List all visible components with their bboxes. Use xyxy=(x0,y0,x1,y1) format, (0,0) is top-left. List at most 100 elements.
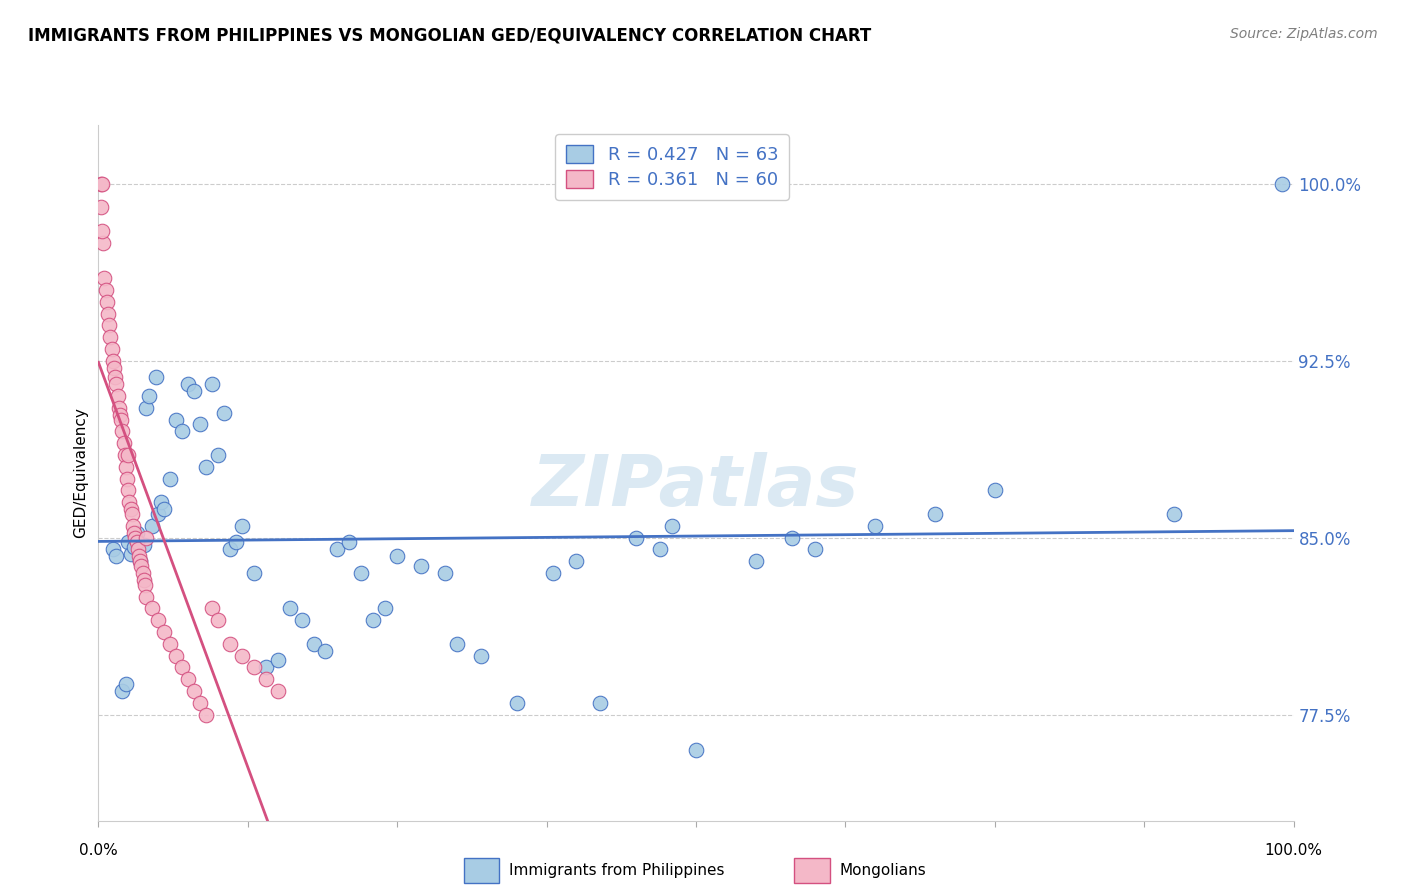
Point xyxy=(254,660,277,674)
Point xyxy=(96,294,118,309)
Point xyxy=(117,483,139,498)
Point xyxy=(141,518,163,533)
Point xyxy=(267,653,290,667)
Text: Immigrants from Philippines: Immigrants from Philippines xyxy=(509,863,724,878)
Point xyxy=(120,502,142,516)
Point xyxy=(1271,177,1294,191)
Point xyxy=(350,566,373,580)
Point xyxy=(101,542,124,557)
Point xyxy=(120,547,142,561)
Point xyxy=(219,542,242,557)
Point xyxy=(108,408,131,422)
Point xyxy=(107,401,129,415)
Legend: R = 0.427   N = 63, R = 0.361   N = 60: R = 0.427 N = 63, R = 0.361 N = 60 xyxy=(555,134,789,200)
Point xyxy=(112,436,135,450)
Text: ZIPatlas: ZIPatlas xyxy=(533,452,859,521)
Point xyxy=(745,554,768,568)
Point xyxy=(91,224,114,238)
Point xyxy=(506,696,529,710)
Point xyxy=(115,459,138,474)
Point xyxy=(124,531,146,545)
Point xyxy=(135,401,157,415)
Point xyxy=(565,554,588,568)
Point xyxy=(290,613,312,627)
Point xyxy=(231,648,253,663)
Point xyxy=(984,483,1007,498)
Point xyxy=(863,518,887,533)
Point xyxy=(302,637,325,651)
Point xyxy=(111,684,134,698)
Point xyxy=(134,578,156,592)
Text: Source: ZipAtlas.com: Source: ZipAtlas.com xyxy=(1230,27,1378,41)
Point xyxy=(315,644,337,658)
Text: 100.0%: 100.0% xyxy=(1264,843,1323,858)
Point xyxy=(148,507,170,521)
Point xyxy=(135,531,157,545)
Point xyxy=(326,542,349,557)
Point xyxy=(131,558,153,573)
Point xyxy=(117,535,139,549)
Point xyxy=(118,495,141,509)
Point xyxy=(101,353,124,368)
Point xyxy=(374,601,396,615)
Point xyxy=(132,573,155,587)
Point xyxy=(177,377,200,392)
Text: 0.0%: 0.0% xyxy=(79,843,118,858)
Point xyxy=(105,377,128,392)
Point xyxy=(91,177,114,191)
Point xyxy=(98,318,121,333)
Point xyxy=(924,507,946,521)
Point xyxy=(125,525,148,540)
Point xyxy=(626,531,648,545)
Point xyxy=(177,672,200,686)
Point xyxy=(91,235,114,250)
Point xyxy=(100,342,122,356)
Point xyxy=(339,535,360,549)
Point xyxy=(121,507,143,521)
Point xyxy=(165,413,187,427)
Point xyxy=(105,549,128,564)
Point xyxy=(117,448,139,462)
Point xyxy=(194,459,218,474)
Point xyxy=(90,177,112,191)
Point xyxy=(411,558,433,573)
Point xyxy=(132,538,155,552)
Point xyxy=(541,566,564,580)
Point xyxy=(267,684,290,698)
Point xyxy=(172,425,194,439)
Point xyxy=(145,370,167,384)
Point xyxy=(129,554,152,568)
Point xyxy=(129,554,152,568)
Point xyxy=(589,696,612,710)
Point xyxy=(94,283,117,297)
Point xyxy=(103,360,125,375)
Point xyxy=(97,307,120,321)
Point xyxy=(115,677,138,691)
Point xyxy=(201,377,224,392)
Point xyxy=(661,518,683,533)
Point xyxy=(124,540,146,554)
Point xyxy=(648,542,672,557)
Point xyxy=(125,535,148,549)
Point xyxy=(110,413,132,427)
Point xyxy=(278,601,301,615)
Point xyxy=(363,613,385,627)
Point xyxy=(243,660,266,674)
Point xyxy=(201,601,224,615)
Point xyxy=(131,566,153,580)
Point xyxy=(194,707,218,722)
Y-axis label: GED/Equivalency: GED/Equivalency xyxy=(73,408,89,538)
Point xyxy=(243,566,266,580)
Point xyxy=(135,590,157,604)
Point xyxy=(183,384,205,399)
Point xyxy=(98,330,122,344)
Point xyxy=(385,549,409,564)
Point xyxy=(1163,507,1185,521)
Point xyxy=(153,502,176,516)
Point xyxy=(254,672,277,686)
Point xyxy=(128,549,150,564)
Point xyxy=(90,201,112,215)
Point xyxy=(172,660,194,674)
Point xyxy=(107,389,129,403)
Point xyxy=(207,448,229,462)
